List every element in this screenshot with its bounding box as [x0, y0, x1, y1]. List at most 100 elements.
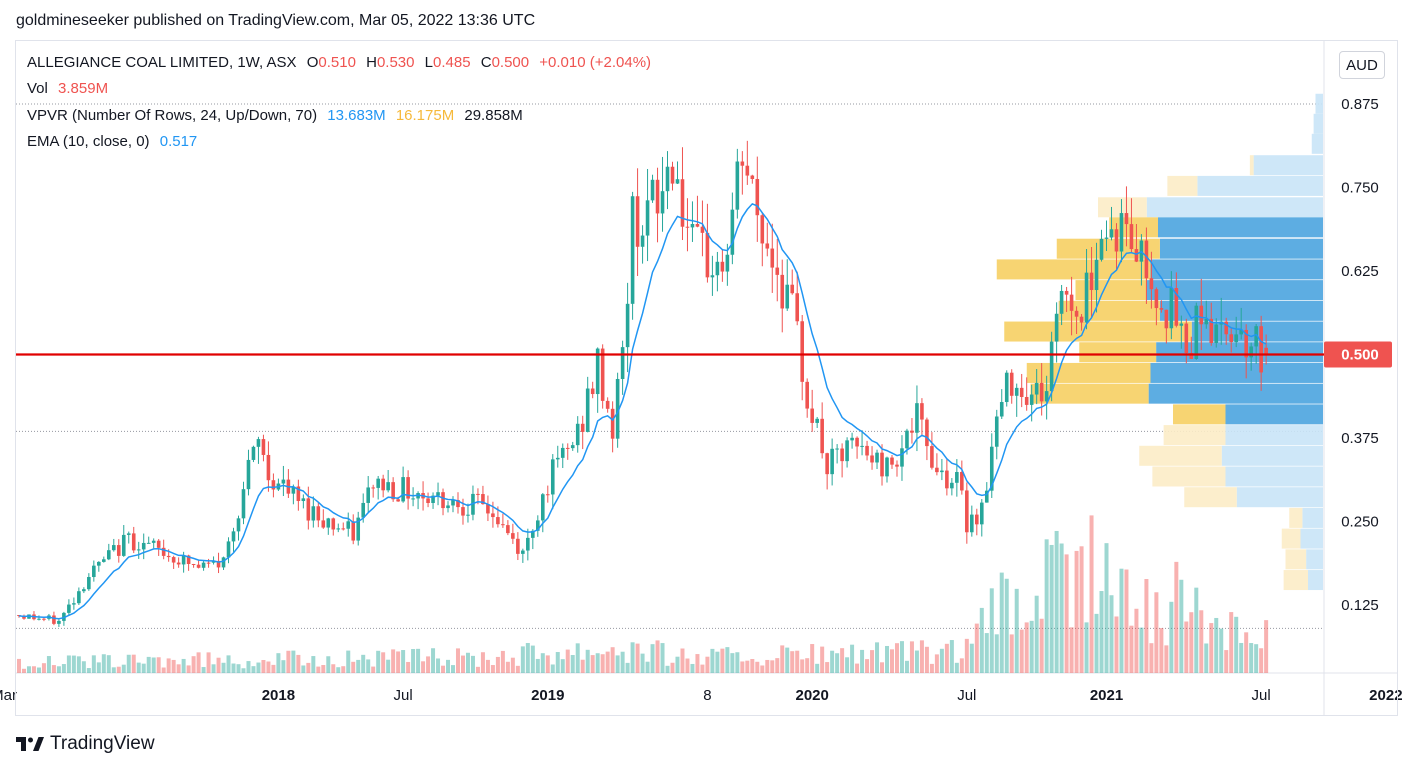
- volume-bar: [1174, 561, 1179, 673]
- volume-bar: [1159, 628, 1164, 673]
- volume-profile-up-bar: [1302, 507, 1323, 528]
- candle-body: [1249, 346, 1253, 358]
- volume-bar: [316, 666, 321, 673]
- candle-body: [665, 166, 670, 192]
- candle-body: [1039, 382, 1044, 402]
- volume-bar: [1014, 588, 1019, 673]
- volume-bar: [1234, 616, 1239, 673]
- x-axis-tick-label: Jul: [957, 687, 976, 704]
- volume-profile-down-bar: [1281, 528, 1301, 549]
- candle-body: [126, 533, 131, 535]
- candle-body: [401, 477, 405, 502]
- candle-body: [87, 577, 91, 590]
- volume-profile-down-bar: [1058, 300, 1160, 321]
- candle-body: [531, 530, 535, 538]
- volume-bar: [570, 655, 575, 673]
- volume-bar: [61, 664, 66, 673]
- open-label: O: [306, 54, 319, 71]
- candle-body: [1209, 318, 1214, 343]
- candle-body: [42, 618, 46, 620]
- candle-body: [1244, 329, 1248, 358]
- candle-body: [705, 232, 710, 278]
- candle-body: [1004, 372, 1009, 403]
- volume-bar: [640, 653, 645, 673]
- candle-body: [610, 408, 615, 439]
- volume-bar: [271, 664, 276, 673]
- volume-bar: [431, 648, 436, 673]
- candle-body: [111, 545, 116, 551]
- candle-body: [1154, 289, 1159, 309]
- candle-body: [810, 408, 814, 423]
- candle-body: [466, 514, 470, 516]
- ema-legend[interactable]: EMA (10, close, 0) 0.517: [27, 133, 197, 150]
- volume-bar: [376, 650, 381, 673]
- candle-body: [326, 518, 331, 528]
- time-axis[interactable]: Mar 2018 Jul 2019 8 2020 Jul 2021 Jul 2022: [0, 687, 1403, 704]
- volume-profile-up-bar: [1197, 175, 1323, 196]
- volume-bar: [206, 652, 211, 673]
- brand-name: TradingView: [50, 733, 155, 754]
- volume-bar: [650, 644, 655, 673]
- candle-body: [925, 419, 929, 447]
- candle-body: [630, 196, 635, 304]
- volume-bar: [256, 662, 261, 673]
- candle-body: [151, 540, 156, 543]
- volume-bar: [1154, 592, 1159, 673]
- candle-body: [386, 482, 390, 491]
- candle-body: [1009, 372, 1014, 396]
- candle-body: [1014, 387, 1019, 396]
- candle-body: [1169, 288, 1174, 329]
- candle-body: [271, 480, 276, 490]
- candle-body: [1109, 229, 1114, 238]
- current-price-label: 0.500: [1341, 347, 1379, 364]
- volume-bar: [296, 654, 301, 673]
- candle-body: [880, 452, 884, 477]
- symbol-legend[interactable]: ALLEGIANCE COAL LIMITED, 1W, ASX O0.510 …: [27, 54, 651, 71]
- volume-bar: [301, 665, 306, 673]
- volume-bar: [545, 655, 550, 673]
- volume-bar: [989, 588, 994, 673]
- volume-bar: [670, 662, 675, 673]
- candle-body: [900, 448, 904, 467]
- volume-bar: [530, 645, 535, 673]
- volume-bar: [974, 623, 979, 673]
- volume-bar: [1229, 612, 1234, 673]
- volume-bar: [535, 658, 540, 673]
- volume-profile-up-bar: [1148, 383, 1323, 404]
- high-label: H: [366, 54, 377, 71]
- candle-body: [1199, 305, 1204, 325]
- volume-bar: [575, 643, 580, 673]
- volume-bar: [151, 657, 156, 673]
- candle-body: [550, 459, 555, 495]
- candle-body: [945, 470, 949, 489]
- volume-bar: [875, 642, 880, 673]
- volume-bar: [401, 650, 406, 673]
- volume-legend[interactable]: Vol 3.859M: [27, 80, 108, 97]
- candle-body: [1119, 213, 1124, 252]
- volume-bar: [984, 633, 989, 673]
- volume-profile-up-bar: [1159, 238, 1323, 259]
- candle-body: [306, 498, 311, 521]
- candle-body: [346, 521, 351, 529]
- volume-bar: [176, 664, 181, 673]
- volume-bar: [475, 666, 480, 673]
- candle-body: [351, 521, 356, 541]
- volume-bar: [86, 668, 91, 673]
- candle-body: [291, 486, 296, 494]
- footer-brand[interactable]: TradingView: [16, 733, 155, 755]
- candle-body: [231, 531, 236, 542]
- vpvr-legend[interactable]: VPVR (Number Of Rows, 24, Up/Down, 70) 1…: [27, 107, 523, 124]
- candle-body: [660, 191, 665, 214]
- volume-bar: [171, 659, 176, 673]
- candle-body: [820, 418, 824, 454]
- volume-profile-up-bar: [1315, 93, 1323, 114]
- candle-body: [77, 591, 81, 604]
- currency-button[interactable]: AUD: [1339, 51, 1385, 79]
- volume-bar: [914, 650, 919, 673]
- volume-bar: [904, 660, 909, 673]
- volume-bar: [411, 649, 416, 673]
- price-axis[interactable]: 0.875 0.750 0.625 0.375 0.250 0.125 0.500: [1324, 96, 1392, 614]
- candle-body: [970, 514, 974, 533]
- volume-bar: [510, 657, 515, 673]
